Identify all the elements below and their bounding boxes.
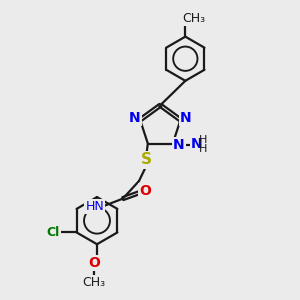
Text: O: O [88, 256, 100, 270]
Text: O: O [139, 184, 151, 198]
Text: CH₃: CH₃ [82, 276, 106, 289]
Text: HN: HN [85, 200, 104, 212]
Text: CH₃: CH₃ [182, 12, 205, 25]
Text: N: N [173, 138, 184, 152]
Text: H: H [199, 144, 208, 154]
Text: N: N [191, 136, 203, 151]
Text: Cl: Cl [46, 226, 60, 239]
Text: N: N [180, 110, 192, 124]
Text: S: S [141, 152, 152, 167]
Text: N: N [129, 110, 141, 124]
Text: H: H [199, 135, 208, 145]
